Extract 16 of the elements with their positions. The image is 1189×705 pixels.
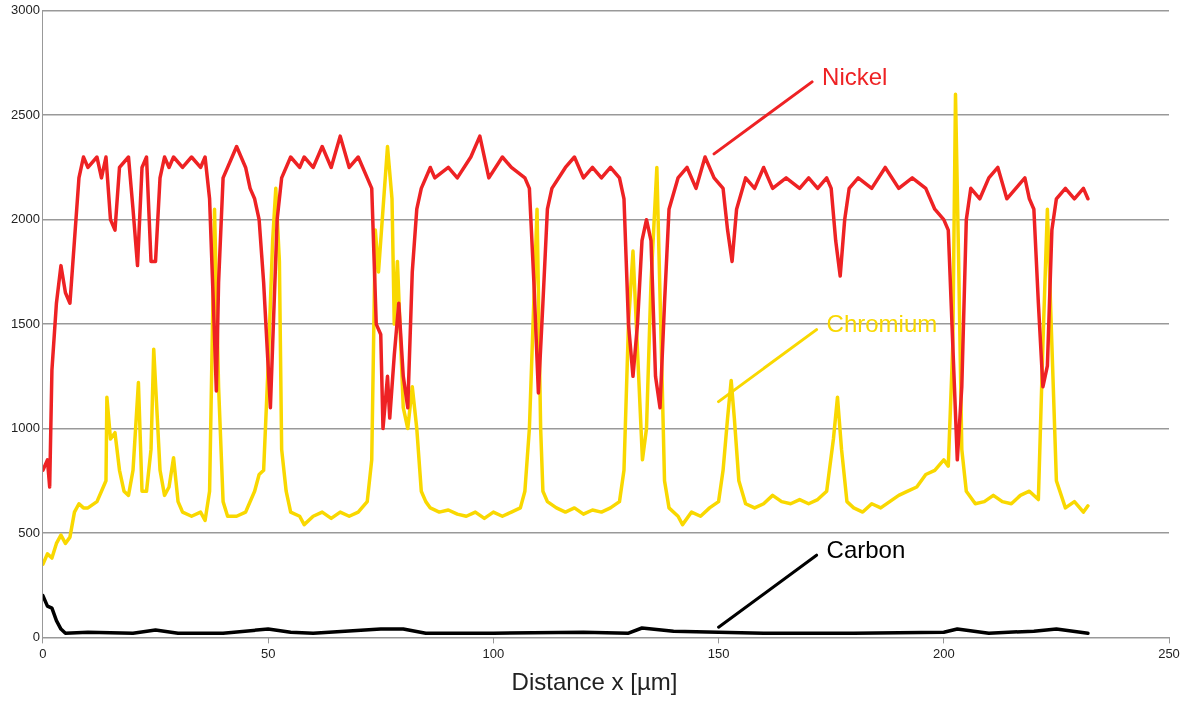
- x-tick-label: 50: [260, 645, 276, 661]
- x-tick-label: 100: [482, 645, 505, 661]
- x-tick-label: 250: [1158, 645, 1180, 661]
- y-tick-label: 500: [18, 524, 40, 540]
- text: Carbon: [826, 535, 906, 563]
- x-tick-label: 150: [707, 645, 730, 661]
- y-tick-label: 1500: [11, 315, 40, 331]
- y-tick-label: 1000: [11, 420, 40, 436]
- x-tick-label: 200: [932, 645, 955, 661]
- y-tick-label: 0: [32, 628, 40, 644]
- y-tick-label: 2500: [11, 106, 40, 122]
- series-label: Chromium: [826, 310, 938, 338]
- y-tick-label: 3000: [11, 2, 40, 18]
- text: Nickel: [822, 62, 888, 90]
- y-tick-label: 2000: [11, 211, 40, 227]
- x-axis-title: Distance x [µm]: [510, 668, 679, 696]
